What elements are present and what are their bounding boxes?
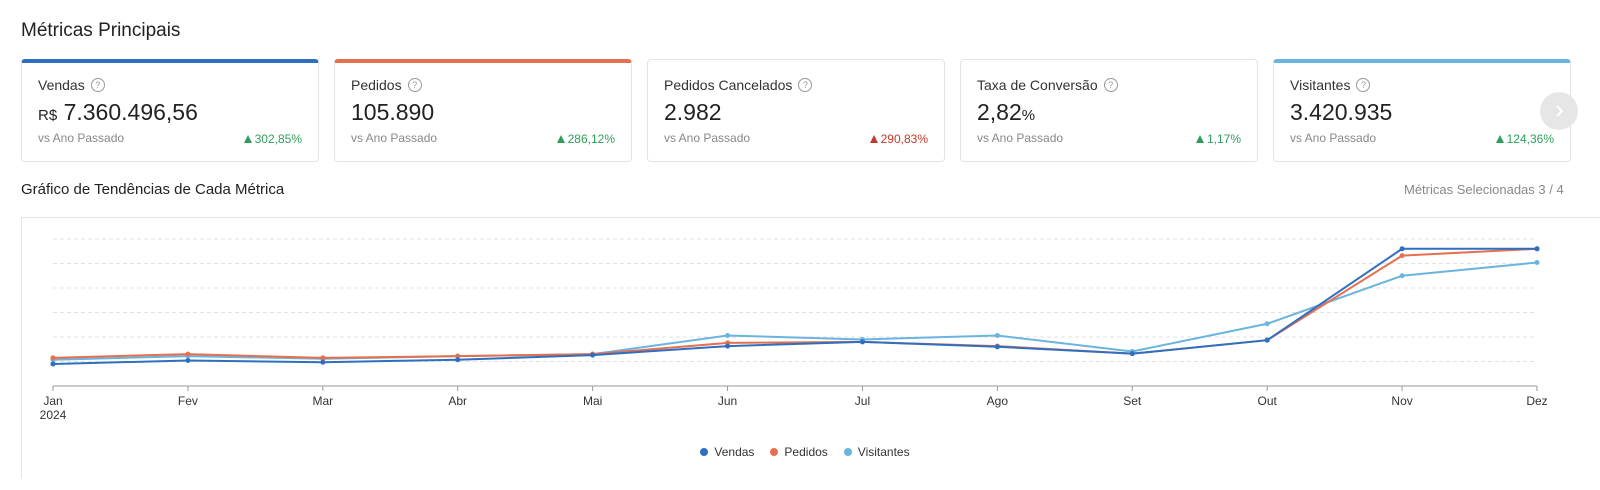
metric-card-vendas[interactable]: Vendas ? R$ 7.360.496,56 vs Ano Passado … bbox=[21, 59, 319, 162]
data-point-vendas bbox=[1534, 246, 1540, 252]
triangle-up-icon bbox=[556, 135, 565, 143]
legend-item-vendas[interactable]: Vendas bbox=[700, 445, 754, 459]
x-tick-label: Fev bbox=[178, 394, 198, 408]
card-compare-label: vs Ano Passado bbox=[351, 131, 438, 145]
question-circle-icon[interactable]: ? bbox=[90, 78, 105, 92]
card-label: Pedidos Cancelados bbox=[664, 77, 793, 93]
data-point-vendas bbox=[455, 357, 461, 363]
question-circle-icon[interactable]: ? bbox=[798, 78, 813, 92]
card-value: 105.890 bbox=[351, 99, 435, 125]
data-point-visitantes bbox=[994, 333, 1000, 339]
card-delta: 286,12% bbox=[556, 132, 615, 146]
series-line-visitantes bbox=[52, 261, 1538, 361]
x-tick-label: Jul bbox=[855, 394, 870, 408]
data-point-pedidos bbox=[455, 353, 461, 359]
data-point-vendas bbox=[725, 343, 731, 349]
metric-card-visitantes[interactable]: Visitantes ? 3.420.935 vs Ano Passado 12… bbox=[1273, 59, 1571, 162]
triangle-up-icon bbox=[869, 135, 878, 143]
card-label: Visitantes bbox=[1290, 77, 1351, 93]
series-line-pedidos bbox=[52, 247, 1538, 359]
data-point-vendas bbox=[994, 344, 1000, 350]
data-point-visitantes bbox=[725, 333, 731, 339]
data-point-vendas bbox=[590, 352, 596, 358]
card-delta: 124,36% bbox=[1495, 132, 1554, 146]
data-point-pedidos bbox=[50, 355, 56, 361]
metric-card-pedidos-cancelados[interactable]: Pedidos Cancelados ? 2.982 vs Ano Passad… bbox=[647, 59, 945, 162]
legend-item-visitantes[interactable]: Visitantes bbox=[843, 445, 910, 459]
chart-title: Gráfico de Tendências de Cada Métrica bbox=[21, 181, 285, 198]
data-point-visitantes bbox=[1264, 321, 1270, 327]
question-circle-icon[interactable]: ? bbox=[1103, 78, 1118, 92]
card-compare-label: vs Ano Passado bbox=[664, 131, 751, 145]
x-tick-label: Abr bbox=[448, 394, 467, 408]
next-cards-button[interactable] bbox=[1540, 92, 1578, 130]
legend-dot bbox=[700, 448, 709, 456]
legend-label: Vendas bbox=[714, 445, 755, 459]
question-circle-icon[interactable]: ? bbox=[1356, 78, 1371, 92]
legend-label: Pedidos bbox=[784, 445, 828, 459]
metric-card-pedidos[interactable]: Pedidos ? 105.890 vs Ano Passado 286,12% bbox=[334, 59, 632, 162]
data-point-visitantes bbox=[1534, 260, 1540, 266]
legend-dot bbox=[770, 448, 779, 456]
x-tick-label: Nov bbox=[1391, 394, 1412, 408]
card-compare-label: vs Ano Passado bbox=[1290, 131, 1377, 145]
triangle-up-icon bbox=[1495, 135, 1504, 143]
triangle-up-icon bbox=[1195, 135, 1204, 143]
x-tick-label: Jun bbox=[718, 394, 737, 408]
x-tick-label: Ago bbox=[987, 394, 1009, 408]
chart-container bbox=[21, 217, 1600, 478]
data-point-vendas bbox=[185, 358, 191, 364]
x-tick-label: Mar bbox=[312, 394, 333, 408]
legend-label: Visitantes bbox=[857, 445, 910, 459]
data-point-vendas bbox=[50, 361, 56, 367]
metric-card-taxa-de-conversao[interactable]: Taxa de Conversão ? 2,82% vs Ano Passado… bbox=[960, 59, 1258, 162]
card-compare-label: vs Ano Passado bbox=[38, 131, 125, 145]
x-tick-sublabel: 2024 bbox=[40, 408, 67, 422]
selected-metrics-toggle[interactable]: Métricas Selecionadas 3 / 4 bbox=[1404, 182, 1564, 197]
x-tick-label: Set bbox=[1123, 394, 1142, 408]
card-value: 2.982 bbox=[664, 99, 722, 125]
card-value: 2,82% bbox=[977, 99, 1036, 125]
series-line-vendas bbox=[52, 247, 1537, 365]
data-point-vendas bbox=[1399, 246, 1405, 252]
chart-legend: Vendas Pedidos Visitantes bbox=[0, 445, 1600, 459]
x-tick-label: Dez bbox=[1526, 394, 1547, 408]
x-tick-label: Jan bbox=[43, 394, 62, 408]
data-point-pedidos bbox=[1399, 253, 1405, 259]
page-title: Métricas Principais bbox=[21, 20, 181, 41]
legend-item-pedidos[interactable]: Pedidos bbox=[770, 445, 828, 459]
data-point-pedidos bbox=[185, 351, 191, 357]
legend-dot bbox=[843, 448, 852, 456]
metric-cards: Vendas ? R$ 7.360.496,56 vs Ano Passado … bbox=[21, 59, 1600, 163]
card-label: Pedidos bbox=[351, 77, 402, 93]
data-point-pedidos bbox=[320, 355, 326, 361]
data-point-visitantes bbox=[1399, 273, 1405, 279]
question-circle-icon[interactable]: ? bbox=[407, 78, 422, 92]
x-tick-label: Mai bbox=[583, 394, 602, 408]
card-delta: 1,17% bbox=[1195, 132, 1241, 146]
card-label: Vendas bbox=[38, 77, 85, 93]
card-delta: 302,85% bbox=[243, 132, 302, 146]
chevron-right-icon bbox=[1556, 105, 1564, 117]
data-point-vendas bbox=[859, 339, 865, 345]
triangle-up-icon bbox=[243, 135, 252, 143]
data-point-vendas bbox=[320, 359, 326, 365]
data-point-vendas bbox=[1129, 351, 1135, 357]
card-delta: 290,83% bbox=[869, 132, 928, 146]
card-value: R$ 7.360.496,56 bbox=[38, 99, 198, 125]
data-point-vendas bbox=[1264, 337, 1270, 343]
card-value: 3.420.935 bbox=[1290, 99, 1393, 125]
card-label: Taxa de Conversão bbox=[977, 77, 1098, 93]
x-tick-label: Out bbox=[1258, 394, 1278, 408]
card-compare-label: vs Ano Passado bbox=[977, 131, 1064, 145]
